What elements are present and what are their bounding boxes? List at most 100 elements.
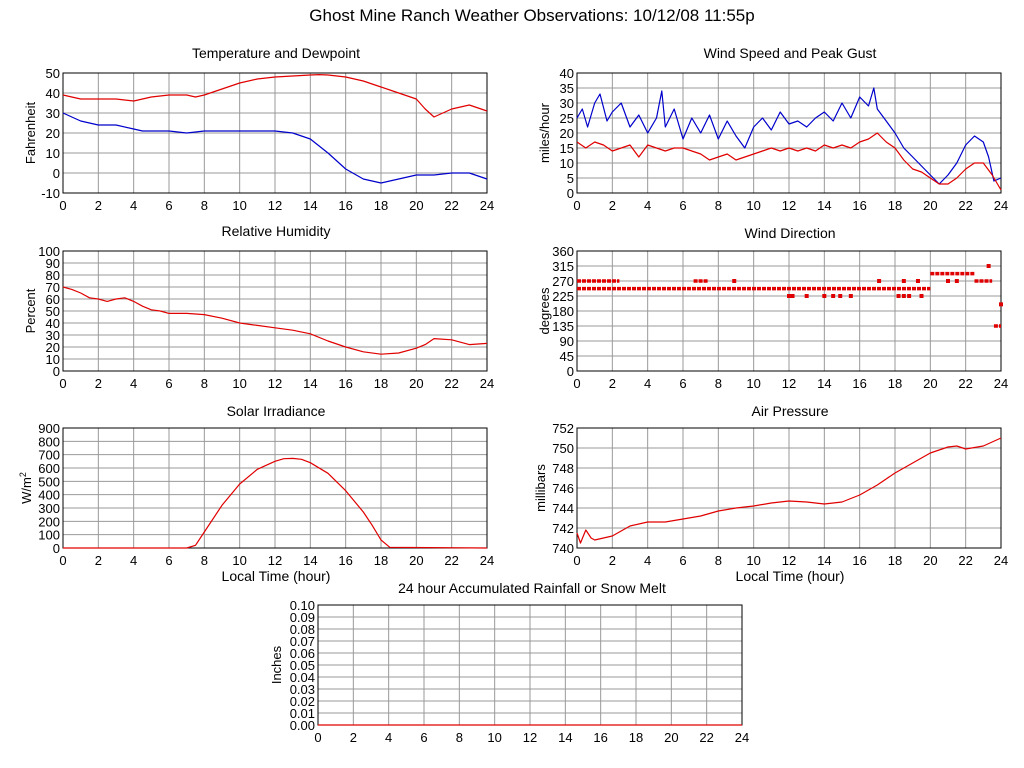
rainfall-y-tick-label: 0.01 bbox=[290, 706, 315, 721]
wind-direction-x-tick-label: 18 bbox=[888, 376, 902, 391]
temperature-x-tick-label: 24 bbox=[480, 198, 494, 213]
wind-speed-x-tick-label: 24 bbox=[994, 198, 1008, 213]
humidity-x-tick-label: 22 bbox=[444, 376, 458, 391]
wind-speed-series-wind-speed bbox=[576, 132, 1002, 191]
humidity-x-tick-label: 20 bbox=[409, 376, 423, 391]
wind-speed-y-tick-label: 10 bbox=[560, 156, 574, 171]
humidity-x-tick-label: 10 bbox=[232, 376, 246, 391]
wind-direction-x-tick-label: 20 bbox=[923, 376, 937, 391]
wind-direction-data-point bbox=[877, 279, 882, 283]
solar-x-tick-label: 18 bbox=[374, 553, 388, 568]
humidity-y-tick-label: 50 bbox=[46, 304, 60, 319]
solar-y-axis-label-superscript: 2 bbox=[18, 472, 28, 477]
wind-speed-x-tick-label: 0 bbox=[573, 198, 580, 213]
humidity-chart: 0 2 4 6 8 10 12 14 16 18 20 22 240102030405060708090… bbox=[23, 244, 494, 391]
wind-direction-y-tick-label: 90 bbox=[560, 334, 574, 349]
solar-y-tick-label: 900 bbox=[38, 421, 60, 436]
pressure-y-tick-label: 742 bbox=[552, 521, 574, 536]
pressure-x-tick-label: 0 bbox=[573, 553, 580, 568]
wind-direction-data-point bbox=[986, 264, 991, 268]
wind-direction-x-tick-label: 10 bbox=[746, 376, 760, 391]
wind-direction-data-point bbox=[954, 279, 959, 283]
solar-x-tick-label: 16 bbox=[338, 553, 352, 568]
rainfall-x-tick-label: 16 bbox=[593, 730, 607, 745]
humidity-y-tick-label: 20 bbox=[46, 340, 60, 355]
wind-direction-data-point bbox=[822, 294, 827, 298]
wind-speed-x-tick-label: 6 bbox=[679, 198, 686, 213]
wind-speed-y-tick-label: 25 bbox=[560, 111, 574, 126]
temperature-y-tick-label: -10 bbox=[41, 186, 60, 201]
wind-direction-y-tick-label: 270 bbox=[552, 274, 574, 289]
temperature-x-tick-label: 2 bbox=[95, 198, 102, 213]
temperature-x-tick-label: 18 bbox=[374, 198, 388, 213]
pressure-y-tick-label: 750 bbox=[552, 441, 574, 456]
pressure-x-tick-label: 18 bbox=[888, 553, 902, 568]
solar-y-tick-label: 400 bbox=[38, 488, 60, 503]
pressure-x-tick-label: 6 bbox=[679, 553, 686, 568]
pressure-plot-frame bbox=[576, 427, 1002, 549]
temperature-y-tick-label: 20 bbox=[46, 126, 60, 141]
pressure-series-air-pressure bbox=[576, 437, 1002, 544]
wind-speed-x-tick-label: 10 bbox=[746, 198, 760, 213]
pressure-chart-title: Air Pressure bbox=[751, 403, 829, 419]
temperature-x-tick-label: 14 bbox=[303, 198, 317, 213]
wind-direction-x-tick-label: 12 bbox=[782, 376, 796, 391]
solar-y-tick-label: 500 bbox=[38, 474, 60, 489]
pressure-x-tick-label: 14 bbox=[817, 553, 831, 568]
temperature-y-tick-label: 0 bbox=[53, 166, 60, 181]
humidity-x-tick-label: 18 bbox=[374, 376, 388, 391]
wind-direction-x-tick-label: 14 bbox=[817, 376, 831, 391]
wind-speed-x-tick-label: 20 bbox=[923, 198, 937, 213]
rainfall-y-tick-label: 0.03 bbox=[290, 682, 315, 697]
wind-speed-x-tick-label: 4 bbox=[644, 198, 651, 213]
wind-direction-chart-title: Wind Direction bbox=[744, 225, 836, 241]
wind-direction-y-tick-label: 315 bbox=[552, 259, 574, 274]
rainfall-x-tick-label: 24 bbox=[735, 730, 749, 745]
wind-direction-y-tick-label: 0 bbox=[567, 364, 574, 379]
solar-y-tick-label: 600 bbox=[38, 461, 60, 476]
wind-speed-x-tick-label: 22 bbox=[958, 198, 972, 213]
temperature-x-tick-label: 22 bbox=[444, 198, 458, 213]
wind-direction-x-tick-label: 16 bbox=[852, 376, 866, 391]
solar-y-tick-label: 200 bbox=[38, 514, 60, 529]
humidity-x-tick-label: 6 bbox=[165, 376, 172, 391]
wind-speed-y-tick-label: 40 bbox=[560, 66, 574, 81]
humidity-y-tick-label: 30 bbox=[46, 328, 60, 343]
solar-chart: 0 2 4 6 8 10 12 14 16 18 20 22 240100200300400500600… bbox=[18, 421, 494, 568]
pressure-x-tick-label: 10 bbox=[746, 553, 760, 568]
temperature-y-axis-label: Fahrenheit bbox=[23, 102, 38, 165]
wind-speed-y-tick-label: 35 bbox=[560, 81, 574, 96]
solar-y-tick-label: 800 bbox=[38, 434, 60, 449]
rainfall-x-tick-label: 22 bbox=[699, 730, 713, 745]
wind-direction-y-tick-label: 135 bbox=[552, 319, 574, 334]
wind-speed-y-tick-label: 15 bbox=[560, 141, 574, 156]
humidity-plot-frame bbox=[62, 250, 488, 372]
wind-speed-x-tick-label: 8 bbox=[715, 198, 722, 213]
temperature-x-tick-label: 12 bbox=[268, 198, 282, 213]
wind-direction-data-point bbox=[838, 294, 843, 298]
solar-x-tick-label: 12 bbox=[268, 553, 282, 568]
wind-direction-data-point bbox=[896, 294, 901, 298]
humidity-y-tick-label: 80 bbox=[46, 268, 60, 283]
rainfall-y-tick-label: 0.00 bbox=[290, 718, 315, 733]
pressure-x-tick-label: 2 bbox=[609, 553, 616, 568]
temperature-x-tick-label: 0 bbox=[59, 198, 66, 213]
temperature-chart: 0 2 4 6 8 10 12 14 16 18 20 22 24-1001020304050Fahre… bbox=[23, 66, 494, 213]
pressure-x-tick-label: 24 bbox=[994, 553, 1008, 568]
rainfall-y-tick-label: 0.09 bbox=[290, 610, 315, 625]
rainfall-x-tick-label: 18 bbox=[629, 730, 643, 745]
wind-speed-y-tick-label: 20 bbox=[560, 126, 574, 141]
wind-direction-data-point bbox=[901, 279, 906, 283]
wind-direction-y-tick-label: 180 bbox=[552, 304, 574, 319]
humidity-chart-title: Relative Humidity bbox=[221, 223, 331, 239]
rainfall-x-tick-label: 20 bbox=[664, 730, 678, 745]
rainfall-y-tick-label: 0.02 bbox=[290, 694, 315, 709]
wind-direction-x-tick-label: 2 bbox=[609, 376, 616, 391]
temperature-series-temperature bbox=[62, 73, 488, 118]
pressure-chart: 0 2 4 6 8 10 12 14 16 18 20 22 247407427447467487507… bbox=[533, 421, 1008, 568]
wind-direction-data-point bbox=[848, 294, 853, 298]
rainfall-x-tick-label: 0 bbox=[314, 730, 321, 745]
temperature-x-tick-label: 10 bbox=[232, 198, 246, 213]
pressure-x-tick-label: 8 bbox=[715, 553, 722, 568]
wind-speed-y-tick-label: 5 bbox=[567, 171, 574, 186]
